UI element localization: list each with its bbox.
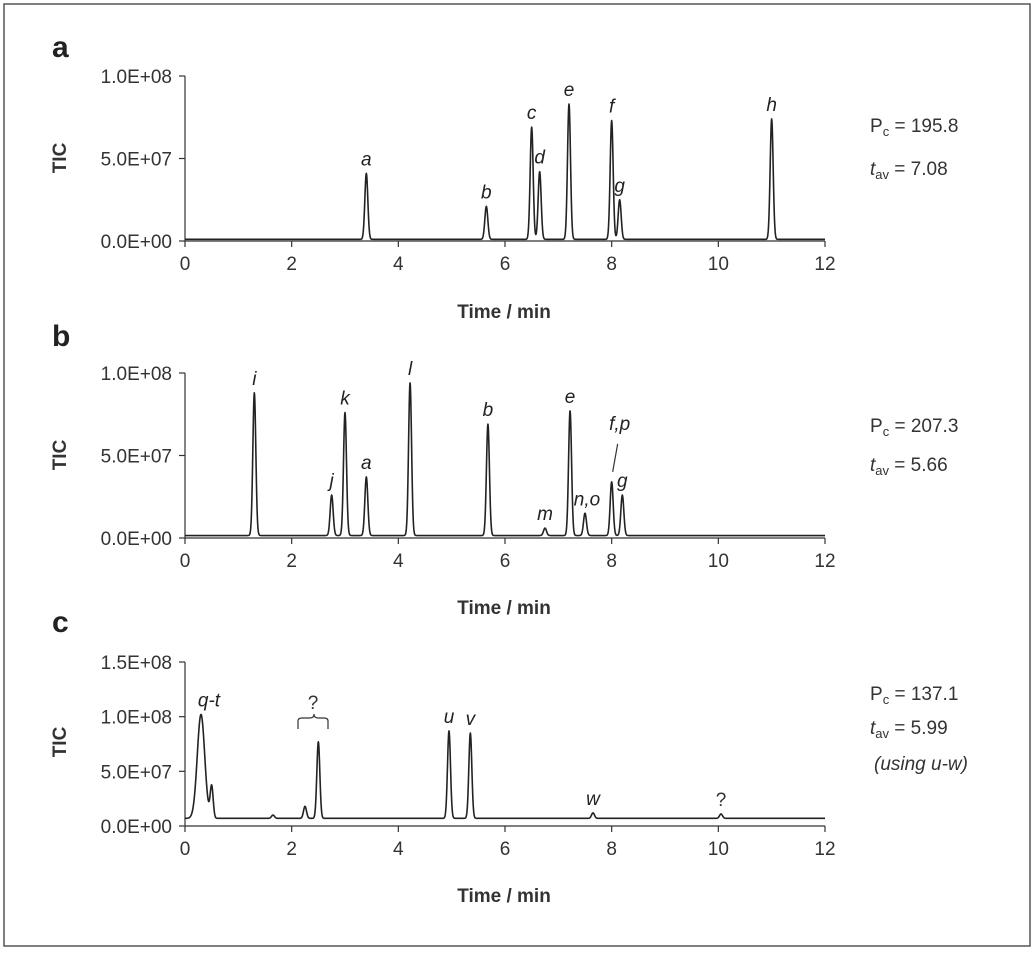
y-tick-label: 5.0E+07 (101, 447, 172, 468)
panel-stats: Pc = 207.3 tav = 5.66 (870, 416, 958, 478)
peak-label-g: g (617, 471, 628, 492)
x-tick-label: 0 (180, 254, 191, 275)
peak-label-i: i (252, 369, 257, 390)
x-tick-label: 12 (814, 551, 835, 572)
peak-labels: a b c d e f g h (361, 80, 777, 203)
x-tick-label: 4 (393, 551, 404, 572)
peak-label-no: n,o (574, 489, 600, 510)
x-tick-label: 12 (814, 839, 835, 860)
pc-stat: Pc = 207.3 (870, 416, 958, 439)
x-tick-label: 10 (708, 839, 729, 860)
pc-stat: Pc = 195.8 (870, 116, 958, 139)
panel-a: a TIC Time / min 0 2 4 6 8 10 12 0.0E+00 5.0E+07… (50, 31, 958, 323)
panel-stats: Pc = 137.1 tav = 5.99 (using u-w) (870, 684, 968, 775)
x-tick-label: 2 (286, 254, 297, 275)
bracket-group: ? (297, 693, 329, 729)
panel-b: b TIC Time / min 0 2 4 6 8 10 12 0.0E+00 5.0E+07… (50, 320, 958, 619)
tic-trace (184, 103, 826, 241)
peak-label-f: f (609, 97, 616, 118)
x-tick-label: 8 (606, 551, 617, 572)
peak-labels: q-t u v w? (198, 690, 726, 810)
peak-label-fp: f,p (609, 414, 630, 435)
x-tick-label: 4 (393, 254, 404, 275)
peak-label-v: v (466, 709, 477, 730)
stat-note: (using u-w) (874, 754, 968, 775)
y-tick-label: 0.0E+00 (101, 817, 172, 838)
y-tick-label: 1.0E+08 (101, 67, 172, 88)
x-tick-label: 2 (286, 551, 297, 572)
x-tick-label: 10 (708, 551, 729, 572)
y-tick-label: 0.0E+00 (101, 529, 172, 550)
x-tick-label: 2 (286, 839, 297, 860)
peak-label-a: a (361, 453, 372, 474)
x-tick-label: 8 (606, 839, 617, 860)
x-tick-label: 4 (393, 839, 404, 860)
y-tick-label: 1.0E+08 (101, 364, 172, 385)
bracket-marker (297, 713, 329, 729)
y-tick-label: 1.0E+08 (101, 708, 172, 729)
y-axis-title: TIC (50, 726, 71, 757)
peak-label-e: e (565, 387, 576, 408)
bracket-label: ? (308, 693, 319, 714)
panel-letter-a: a (52, 31, 69, 64)
x-tick-label: 6 (500, 551, 511, 572)
leader-line (612, 443, 619, 473)
tav-stat: tav = 7.08 (870, 159, 948, 182)
x-tick-label: 0 (180, 839, 191, 860)
axes-group: 0 2 4 6 8 10 12 0.0E+00 5.0E+07 1.0E+08 (101, 67, 836, 275)
y-tick-label: 5.0E+07 (101, 150, 172, 171)
x-axis-title: Time / min (457, 598, 551, 619)
tav-stat: tav = 5.66 (870, 455, 948, 478)
axes-group: 0 2 4 6 8 10 12 0.0E+00 5.0E+07 1.0E+08 1.5E+08 (101, 653, 836, 860)
x-axis-title: Time / min (457, 886, 551, 907)
y-tick-label: 5.0E+07 (101, 762, 172, 783)
peak-label-a: a (361, 149, 372, 170)
y-tick-label: 1.5E+08 (101, 653, 172, 674)
peak-label-e: e (564, 80, 575, 101)
tic-trace (184, 382, 826, 537)
y-axis-title: TIC (50, 142, 71, 173)
peak-label-w: w (586, 789, 601, 810)
peak-label-j: j (327, 471, 335, 492)
peak-label-l: l (408, 359, 413, 380)
peak-label-g: g (614, 176, 625, 197)
x-tick-label: 10 (708, 254, 729, 275)
peak-label-d: d (534, 148, 546, 169)
pc-stat: Pc = 137.1 (870, 684, 958, 707)
panel-letter-c: c (52, 606, 69, 639)
x-tick-label: 12 (814, 254, 835, 275)
tic-trace (184, 713, 826, 820)
panel-stats: Pc = 195.8 tav = 7.08 (870, 116, 958, 182)
peak-label-b: b (481, 182, 492, 203)
peak-label-qt: q-t (198, 690, 221, 711)
peak-label-m: m (537, 504, 553, 525)
y-axis-title: TIC (50, 439, 71, 470)
x-tick-label: 0 (180, 551, 191, 572)
figure-frame (3, 3, 1031, 947)
peak-label-u: u (444, 707, 455, 728)
peak-label-: ? (716, 790, 727, 811)
x-tick-label: 6 (500, 254, 511, 275)
tav-stat: tav = 5.99 (870, 718, 948, 741)
peak-label-h: h (766, 95, 777, 116)
x-tick-label: 6 (500, 839, 511, 860)
x-axis-title: Time / min (457, 302, 551, 323)
panel-c: c TIC Time / min 0 2 4 6 8 10 12 0.0E+00 5.0E+07… (50, 606, 968, 907)
peak-label-c: c (527, 103, 537, 124)
x-tick-label: 8 (606, 254, 617, 275)
axes-group: 0 2 4 6 8 10 12 0.0E+00 5.0E+07 1.0E+08 (101, 364, 836, 572)
peak-labels: i j k a l b m e n,o f,p g (252, 359, 630, 525)
panel-letter-b: b (52, 320, 70, 353)
y-tick-label: 0.0E+00 (101, 232, 172, 253)
peak-label-b: b (483, 400, 494, 421)
peak-label-k: k (340, 389, 351, 410)
